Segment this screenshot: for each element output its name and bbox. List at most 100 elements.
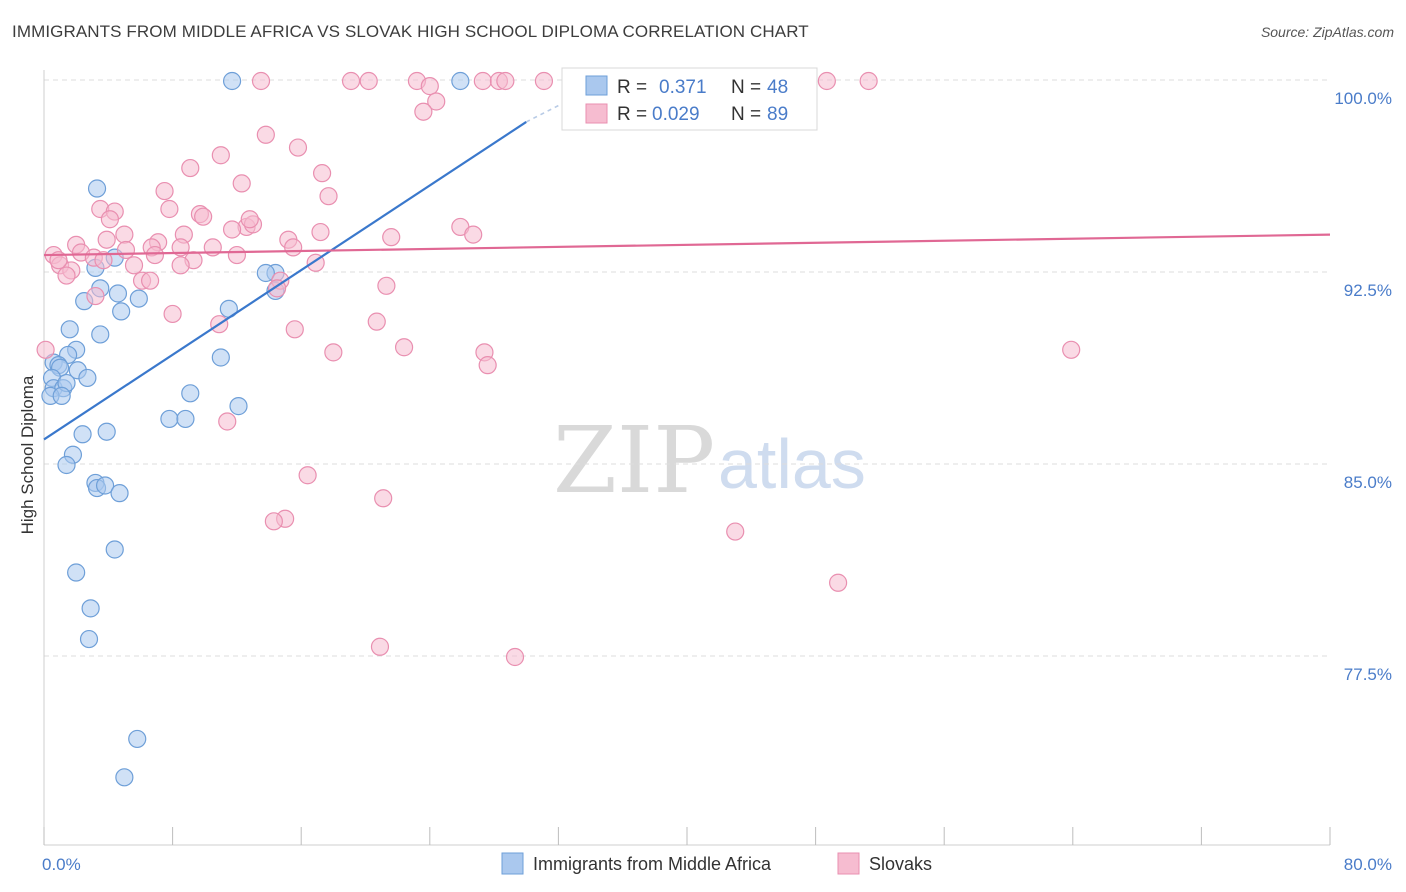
point-slovaks bbox=[817, 71, 836, 91]
gridlines bbox=[44, 79, 1330, 657]
point-slovaks bbox=[288, 138, 308, 157]
point-slovaks bbox=[726, 522, 745, 541]
point-slovaks bbox=[319, 187, 338, 206]
point-slovaks bbox=[251, 71, 271, 91]
stats-n-label-blue: N = bbox=[731, 77, 761, 98]
point-slovaks bbox=[359, 71, 378, 91]
point-slovaks bbox=[194, 207, 213, 226]
point-slovaks bbox=[222, 220, 242, 239]
point-immigrants bbox=[229, 397, 248, 416]
axes: 77.5% 85.0% 92.5% 100.0% 0.0% 80.0% bbox=[42, 70, 1392, 874]
point-immigrants bbox=[73, 425, 92, 444]
stats-n-label-pink: N = bbox=[731, 104, 761, 125]
point-slovaks bbox=[464, 225, 483, 244]
point-immigrants bbox=[60, 320, 79, 339]
point-slovaks bbox=[100, 210, 120, 229]
point-slovaks bbox=[155, 181, 174, 201]
point-slovaks bbox=[115, 225, 134, 244]
point-slovaks bbox=[284, 238, 303, 257]
chart-source: Source: ZipAtlas.com bbox=[1260, 24, 1394, 40]
point-immigrants bbox=[211, 348, 230, 367]
watermark-zip: ZIP bbox=[553, 407, 715, 514]
trend-line-immigrants bbox=[43, 121, 527, 441]
point-slovaks bbox=[181, 158, 200, 178]
point-slovaks bbox=[57, 266, 76, 285]
point-slovaks bbox=[1062, 340, 1081, 359]
point-slovaks bbox=[367, 312, 386, 331]
x-tick-label-min: 0.0% bbox=[42, 855, 81, 874]
point-slovaks bbox=[370, 637, 390, 656]
chart-title: IMMIGRANTS FROM MIDDLE AFRICA VS SLOVAK … bbox=[12, 22, 809, 41]
point-slovaks bbox=[414, 102, 433, 121]
point-slovaks bbox=[312, 164, 332, 183]
point-immigrants bbox=[67, 563, 86, 582]
point-slovaks bbox=[374, 489, 393, 508]
point-immigrants bbox=[91, 325, 110, 344]
trend-line-slovaks bbox=[43, 233, 1331, 257]
point-slovaks bbox=[473, 71, 492, 91]
point-slovaks bbox=[285, 320, 304, 339]
point-immigrants bbox=[451, 71, 470, 91]
point-immigrants bbox=[128, 729, 147, 749]
stats-swatch-blue bbox=[585, 75, 608, 96]
point-slovaks bbox=[496, 71, 515, 91]
point-slovaks bbox=[163, 304, 182, 324]
point-immigrants bbox=[222, 71, 242, 91]
stats-swatch-pink bbox=[585, 103, 608, 124]
point-slovaks bbox=[232, 174, 251, 193]
point-slovaks bbox=[394, 338, 414, 357]
point-slovaks bbox=[341, 71, 361, 91]
point-slovaks bbox=[382, 228, 401, 247]
y-tick-label: 85.0% bbox=[1344, 473, 1392, 492]
point-slovaks bbox=[859, 71, 878, 91]
point-immigrants bbox=[87, 179, 107, 198]
point-immigrants bbox=[112, 302, 131, 321]
y-tick-label: 100.0% bbox=[1334, 89, 1392, 108]
point-immigrants bbox=[95, 476, 115, 495]
point-slovaks bbox=[211, 146, 230, 165]
point-slovaks bbox=[171, 256, 190, 275]
point-slovaks bbox=[171, 238, 190, 257]
stats-box: R = 0.371 N = 48 R = 0.029 N = 89 bbox=[561, 67, 818, 131]
legend: Immigrants from Middle Africa Slovaks bbox=[501, 852, 932, 875]
point-immigrants bbox=[79, 629, 99, 649]
legend-swatch-immigrants bbox=[501, 852, 524, 875]
point-immigrants bbox=[105, 540, 124, 559]
stats-r-label-blue: R = bbox=[617, 77, 647, 98]
point-slovaks bbox=[36, 340, 55, 359]
point-immigrants bbox=[115, 768, 134, 787]
point-slovaks bbox=[97, 230, 116, 249]
point-slovaks bbox=[86, 286, 105, 306]
point-immigrants bbox=[97, 422, 116, 441]
point-slovaks bbox=[311, 222, 330, 242]
point-immigrants bbox=[181, 384, 200, 403]
point-slovaks bbox=[240, 210, 259, 229]
y-tick-label: 92.5% bbox=[1344, 281, 1392, 300]
stats-r-label-pink: R = bbox=[617, 104, 647, 125]
point-slovaks bbox=[124, 256, 144, 275]
point-slovaks bbox=[505, 647, 525, 667]
y-axis-label: High School Diploma bbox=[18, 375, 37, 534]
point-immigrants bbox=[52, 386, 71, 405]
data-points bbox=[36, 71, 1081, 787]
stats-r-value-blue: 0.371 bbox=[659, 77, 707, 98]
point-immigrants bbox=[78, 368, 97, 388]
legend-label-slovaks: Slovaks bbox=[869, 854, 932, 874]
stats-n-value-pink: 89 bbox=[767, 104, 788, 125]
point-slovaks bbox=[829, 573, 848, 592]
legend-swatch-slovaks bbox=[837, 852, 860, 875]
point-immigrants bbox=[110, 484, 129, 503]
point-slovaks bbox=[420, 77, 439, 96]
point-slovaks bbox=[116, 240, 136, 260]
point-slovaks bbox=[160, 199, 179, 219]
point-slovaks bbox=[534, 71, 554, 91]
point-immigrants bbox=[176, 409, 195, 429]
stats-r-value-pink: 0.029 bbox=[652, 104, 700, 125]
point-slovaks bbox=[256, 125, 275, 144]
legend-label-immigrants: Immigrants from Middle Africa bbox=[533, 854, 772, 874]
point-immigrants bbox=[108, 284, 128, 303]
point-slovaks bbox=[145, 245, 165, 265]
x-tick-label-max: 80.0% bbox=[1344, 855, 1392, 874]
point-slovaks bbox=[377, 276, 396, 295]
point-slovaks bbox=[324, 343, 343, 362]
